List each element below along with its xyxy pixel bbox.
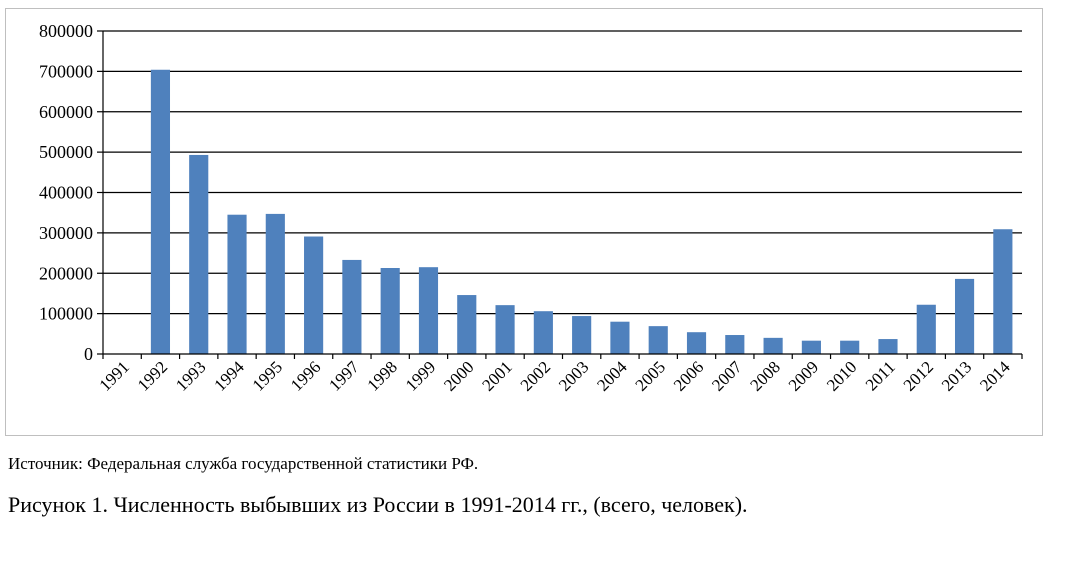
y-tick-labels: 0 100000 200000 300000 400000 500000 600000 700… bbox=[39, 21, 93, 364]
bar-2014 bbox=[993, 229, 1013, 354]
axes bbox=[97, 30, 1023, 359]
bar-chart: 0 100000 200000 300000 400000 500000 600000 700… bbox=[39, 21, 1023, 395]
bar-2012 bbox=[916, 304, 936, 354]
y-tick-label: 200000 bbox=[39, 263, 93, 283]
y-tick-label: 600000 bbox=[39, 102, 93, 122]
bar-2008 bbox=[763, 337, 783, 354]
x-tick-label: 2003 bbox=[555, 357, 592, 394]
bar-2001 bbox=[495, 305, 515, 354]
bar-2000 bbox=[457, 295, 477, 354]
bar-2011 bbox=[878, 339, 898, 354]
bar-2009 bbox=[801, 340, 821, 354]
chart-frame bbox=[5, 8, 1043, 436]
y-tick-label: 800000 bbox=[39, 21, 93, 41]
bar-2003 bbox=[572, 316, 592, 354]
bar-2010 bbox=[840, 340, 860, 354]
x-tick-label: 1992 bbox=[134, 357, 171, 394]
x-tick-label: 1996 bbox=[287, 357, 324, 394]
x-tick-label: 1997 bbox=[325, 357, 363, 395]
bar-1993 bbox=[189, 154, 209, 354]
y-tick-label: 300000 bbox=[39, 223, 93, 243]
y-tick-label: 400000 bbox=[39, 183, 93, 203]
x-tick-label: 2004 bbox=[593, 357, 631, 395]
x-tick-label: 2000 bbox=[440, 357, 477, 394]
x-tick-label: 2013 bbox=[938, 357, 975, 394]
y-tick-label: 100000 bbox=[39, 304, 93, 324]
x-tick-label: 1998 bbox=[364, 357, 401, 394]
x-tick-label: 2005 bbox=[632, 357, 669, 394]
x-tick-label: 2001 bbox=[478, 357, 515, 394]
bar-2013 bbox=[954, 278, 975, 354]
x-tick-label: 2008 bbox=[746, 357, 783, 394]
bar-2006 bbox=[686, 332, 707, 354]
x-tick-label: 1994 bbox=[210, 357, 248, 395]
x-tick-label: 1999 bbox=[402, 357, 439, 394]
figure-caption: Рисунок 1. Численность выбывших из Росси… bbox=[8, 492, 748, 517]
x-tick-label: 2011 bbox=[862, 357, 899, 394]
bar-1994 bbox=[227, 214, 247, 354]
bar-1998 bbox=[380, 268, 400, 354]
x-tick-label: 2010 bbox=[823, 357, 860, 394]
bar-2005 bbox=[648, 326, 668, 354]
x-tick-label: 1995 bbox=[249, 357, 286, 394]
x-tick-labels: 1991 1992 1993 1994 1995 1996 1997 1998 1999 2000… bbox=[95, 357, 1014, 395]
y-tick-label: 500000 bbox=[39, 142, 93, 162]
bar-2007 bbox=[725, 335, 745, 354]
bar-1997 bbox=[342, 259, 362, 354]
y-tick-label: 700000 bbox=[39, 61, 93, 81]
x-tick-label: 2014 bbox=[976, 357, 1014, 395]
bar-2004 bbox=[610, 321, 630, 354]
x-tick-label: 2007 bbox=[708, 357, 746, 395]
source-note: Источник: Федеральная служба государстве… bbox=[8, 454, 479, 473]
bars bbox=[150, 69, 1013, 354]
x-tick-label: 2009 bbox=[785, 357, 822, 394]
bar-2002 bbox=[533, 311, 553, 354]
x-tick-label: 1991 bbox=[95, 357, 132, 394]
x-tick-label: 1993 bbox=[172, 357, 209, 394]
x-tick-label: 2002 bbox=[517, 357, 554, 394]
bar-1992 bbox=[150, 69, 171, 354]
grid-lines bbox=[103, 30, 1022, 315]
bar-1999 bbox=[418, 267, 439, 354]
bar-1996 bbox=[304, 236, 324, 354]
x-tick-label: 2006 bbox=[670, 357, 707, 394]
y-tick-label: 0 bbox=[84, 344, 93, 364]
x-tick-label: 2012 bbox=[900, 357, 937, 394]
bar-1995 bbox=[265, 213, 285, 354]
